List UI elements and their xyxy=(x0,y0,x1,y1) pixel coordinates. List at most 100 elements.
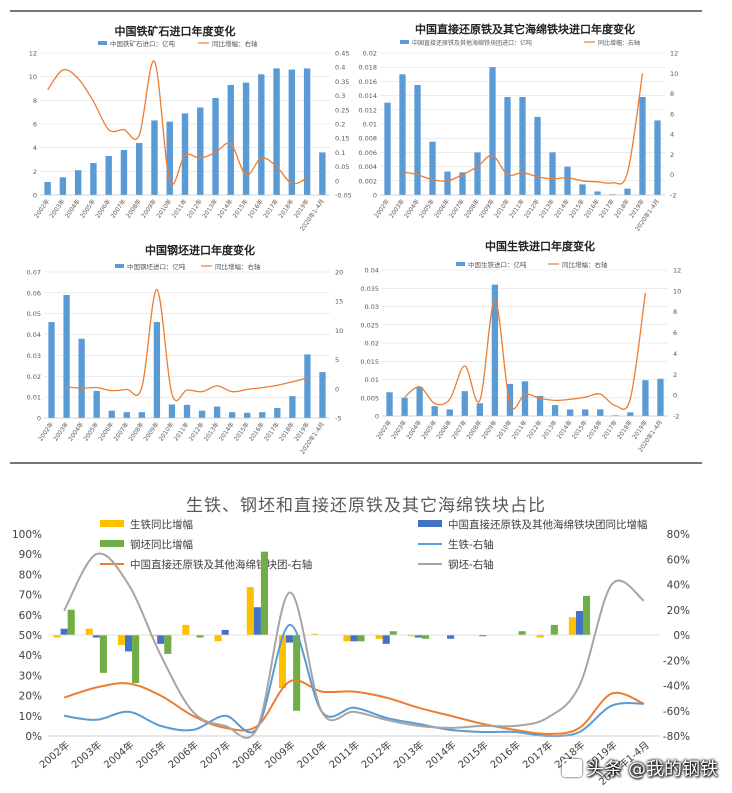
chart-4-bar-blue xyxy=(92,635,100,638)
chart-3-bar xyxy=(491,284,499,416)
chart-4-bar-yellow xyxy=(182,624,190,635)
chart-4-bar-blue xyxy=(382,635,390,644)
chart-4-bar-blue xyxy=(350,635,358,642)
chart-0-y2tick: 0.05 xyxy=(335,163,349,171)
chart-0-legend-line-label: 同比增幅：右轴 xyxy=(212,39,258,48)
chart-0-bar xyxy=(197,107,204,195)
chart-0-y2tick: 0.15 xyxy=(335,135,349,143)
chart-2-ytick: 0.02 xyxy=(27,373,41,381)
chart-4-ytick: 80% xyxy=(19,569,42,581)
chart-4-xtick: 2012年 xyxy=(359,738,395,771)
chart-4-bar-yellow xyxy=(407,635,415,637)
chart-3-bar xyxy=(461,391,468,416)
chart-2-bar xyxy=(168,404,176,418)
chart-0-ytick: 8 xyxy=(33,97,37,105)
chart-0-ytick: 12 xyxy=(29,50,37,58)
chart-4-y2tick: 40% xyxy=(667,580,690,592)
chart-2-y2tick: -5 xyxy=(335,415,341,423)
chart-4-bar-blue xyxy=(221,629,229,635)
chart-4-xtick: 2003年 xyxy=(69,738,105,771)
chart-2-ytick: 0.06 xyxy=(27,289,41,297)
chart-4-legend-swatch xyxy=(418,520,442,527)
chart-0-bar xyxy=(90,163,97,195)
chart-4-y2tick: -80% xyxy=(663,731,690,743)
chart-0-title: 中国铁矿石进口年度变化 xyxy=(115,24,236,38)
chart-1-ytick: 0.008 xyxy=(358,135,377,143)
chart-4-xtick: 2006年 xyxy=(165,738,201,771)
chart-3-y2tick: 2 xyxy=(673,371,677,379)
chart-4-bar-green xyxy=(357,635,365,642)
chart-3-bar xyxy=(386,392,393,416)
chart-1-ytick: 0.016 xyxy=(358,78,377,86)
chart-4-legend-label: 生铁-右轴 xyxy=(448,538,494,551)
chart-4-bar-green xyxy=(196,635,204,638)
chart-4-bar-yellow xyxy=(375,635,383,639)
chart-1-ytick: 0 xyxy=(373,192,377,200)
chart-4-xtick: 2016年 xyxy=(487,738,523,771)
chart-0-ytick: 6 xyxy=(33,121,37,129)
chart-4-xtick: 2004年 xyxy=(101,738,137,771)
chart-0-bar xyxy=(319,152,326,195)
chart-0-bar xyxy=(181,113,189,195)
chart-4-ytick: 40% xyxy=(19,650,42,662)
chart-1-legend-bar-label: 中国直接还原铁及其他海绵铁块团进口：亿吨 xyxy=(412,39,532,47)
chart-4-bar-green xyxy=(164,635,172,654)
chart-1-bar xyxy=(429,141,436,195)
chart-0-y2tick: 0.3 xyxy=(335,92,345,100)
chart-4-bar-green xyxy=(389,631,397,635)
chart-1-ytick: 0.012 xyxy=(358,106,377,114)
chart-4-bar-blue xyxy=(479,635,487,637)
chart-4-bar-green xyxy=(260,551,268,635)
chart-0-y2tick: 0.45 xyxy=(335,50,349,58)
chart-3-bar xyxy=(657,378,664,416)
chart-2-ytick: 0 xyxy=(37,415,41,423)
chart-4-bar-yellow xyxy=(214,635,222,642)
chart-3-y2tick: -2 xyxy=(673,413,679,421)
chart-0-bar xyxy=(242,82,250,195)
chart-4-y2tick: 60% xyxy=(667,554,690,566)
chart-2-bar xyxy=(183,404,191,418)
chart-2-bar xyxy=(93,390,100,418)
chart-3-y2tick: 8 xyxy=(673,308,677,316)
chart-2-bar xyxy=(259,412,266,418)
chart-4-bar-yellow xyxy=(278,635,287,689)
chart-0-bar xyxy=(44,181,51,195)
chart-4-bar-green xyxy=(583,595,591,635)
chart-2-ytick: 0.07 xyxy=(27,269,41,277)
chart-1-y2tick: -2 xyxy=(670,192,676,200)
chart-2-bar xyxy=(319,372,326,418)
chart-1-legend-bar-swatch xyxy=(400,40,409,44)
chart-4-bar-yellow xyxy=(536,635,544,638)
chart-4-ytick: 30% xyxy=(19,670,42,682)
chart-4-line-orange xyxy=(63,679,645,736)
chart-4-bar-blue xyxy=(60,628,68,635)
chart-4-ytick: 70% xyxy=(19,590,42,602)
chart-4-bar-blue xyxy=(575,611,584,635)
chart-1-y2tick: 6 xyxy=(670,110,674,118)
chart-1-bar xyxy=(579,184,586,195)
chart-3-y2tick: 4 xyxy=(673,350,677,358)
chart-0-bar xyxy=(74,170,82,195)
chart-1-title: 中国直接还原铁及其它海绵铁块进口年度变化 xyxy=(415,22,635,36)
chart-4-line-grey xyxy=(63,552,645,739)
watermark: 头条 @我的钢铁 xyxy=(562,755,718,781)
chart-4-ytick: 20% xyxy=(19,691,42,703)
chart-3-bar xyxy=(536,395,544,416)
chart-1-bar xyxy=(519,97,526,195)
chart-4-legend-swatch xyxy=(100,520,124,527)
chart-0-bar xyxy=(288,69,296,195)
chart-4-legend-label: 中国直接还原铁及其他海绵铁块团-右轴 xyxy=(130,558,312,571)
chart-3-bar xyxy=(566,409,574,416)
chart-4-bar-green xyxy=(132,635,140,683)
chart-3-ytick: 0.04 xyxy=(365,267,379,275)
chart-3-y2tick: 10 xyxy=(673,287,681,295)
chart-0-legend-bar-swatch xyxy=(98,41,107,45)
chart-1-legend-line-label: 同比增幅：右轴 xyxy=(598,39,640,47)
chart-0-bar xyxy=(212,97,219,195)
chart-2-ytick: 0.05 xyxy=(27,310,41,318)
chart-3-bar xyxy=(521,381,529,416)
chart-0-bar xyxy=(166,121,173,195)
chart-1-bar xyxy=(534,116,541,195)
chart-2-bar xyxy=(213,406,221,418)
